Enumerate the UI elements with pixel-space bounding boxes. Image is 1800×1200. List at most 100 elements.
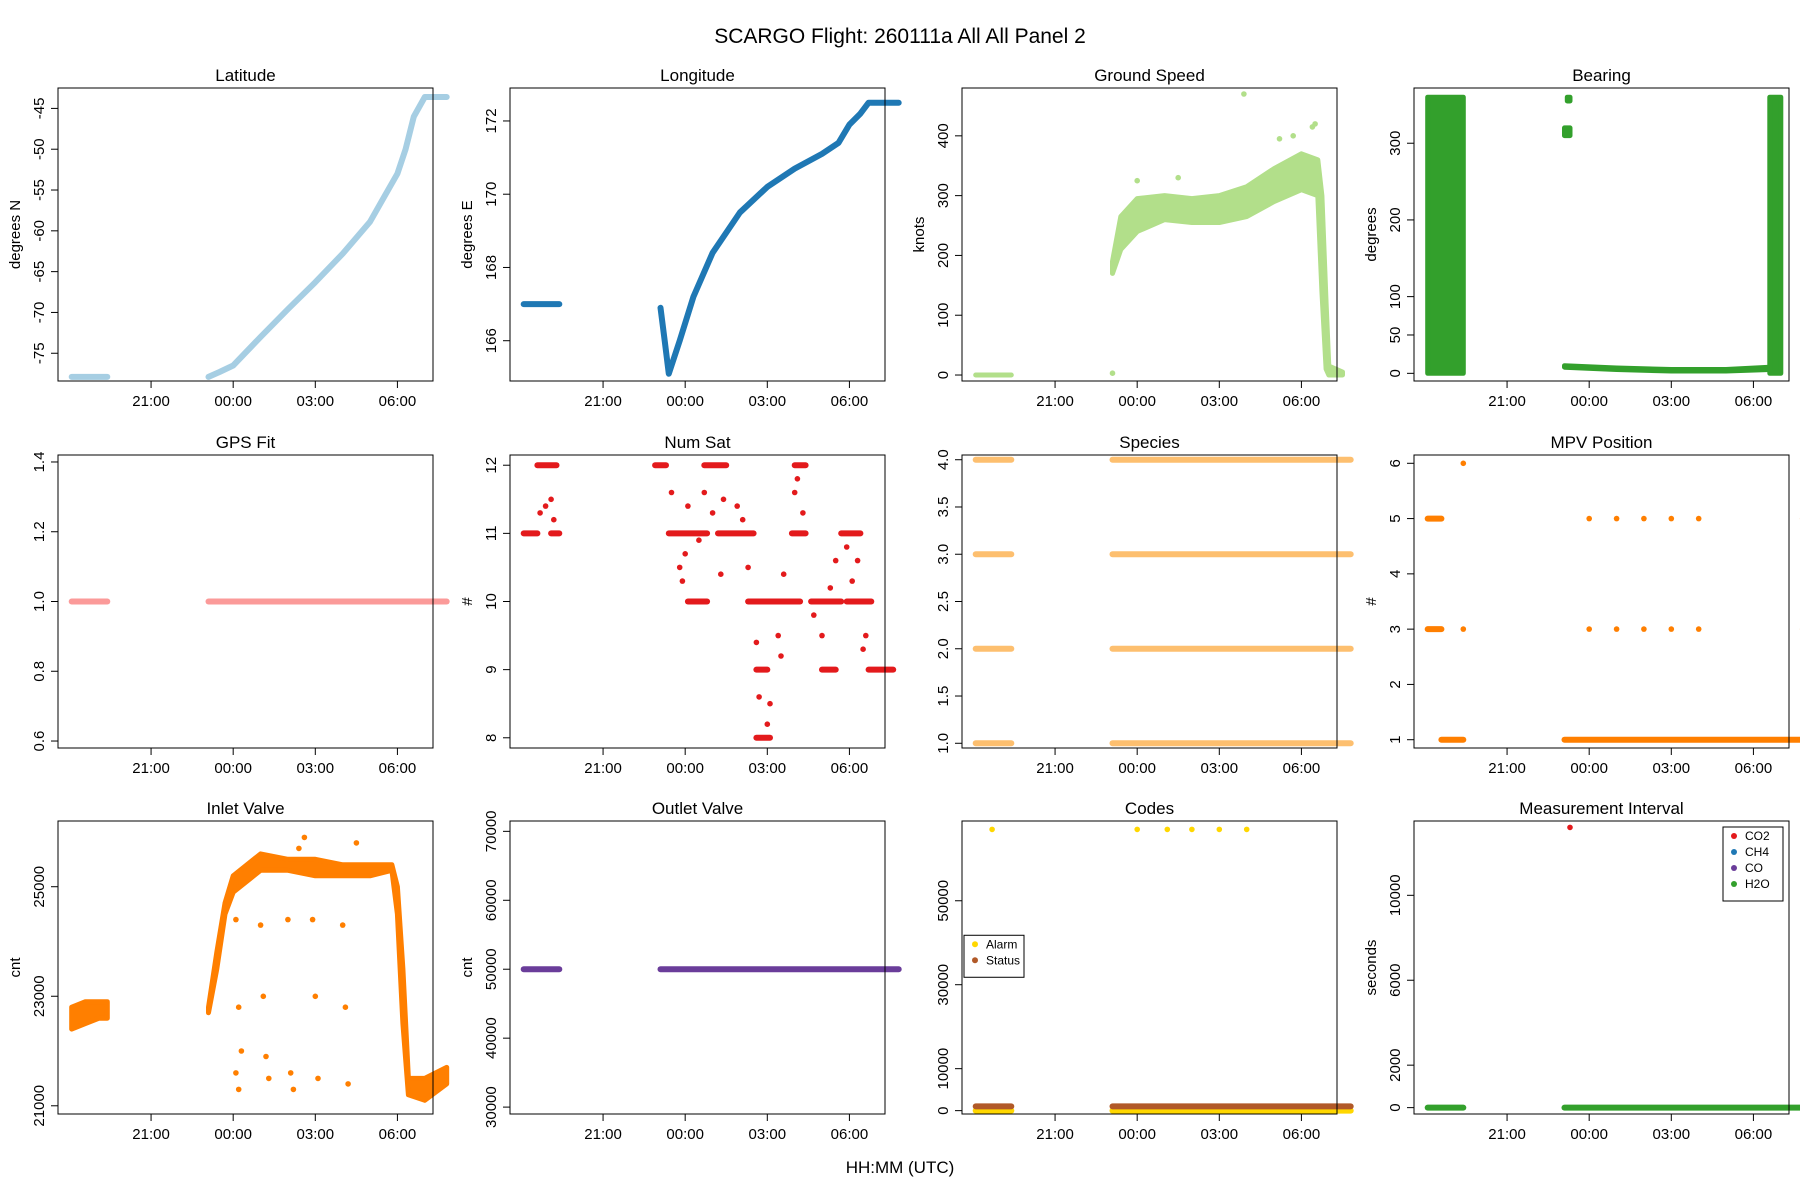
panel-title: MPV Position (1550, 433, 1652, 452)
y-tick-label: 2 (1387, 680, 1404, 688)
y-tick-label: 166 (483, 328, 500, 353)
y-tick-label: 0 (935, 371, 952, 379)
series-band-inlet-valve (69, 999, 110, 1032)
legend: Alarm Status (963, 934, 1025, 978)
data-point (551, 516, 557, 523)
x-tick-label: 06:00 (1735, 1126, 1773, 1143)
data-point (1460, 626, 1467, 632)
data-point (843, 544, 850, 550)
data-point (1586, 515, 1592, 522)
x-tick-label: 21:00 (132, 760, 170, 777)
legend-marker (1731, 865, 1737, 871)
y-tick-label: 60000 (483, 879, 500, 921)
data-point (780, 571, 787, 577)
data-layer (68, 94, 450, 380)
x-tick-label: 21:00 (584, 1126, 622, 1143)
legend-marker (1731, 849, 1737, 855)
panel-latitude: Latitude 21:00 00:00 03:00 06:00 -75 -70 -65 -60… (7, 66, 450, 410)
legend-entry: H2O (1745, 877, 1770, 891)
legend-entry: Status (986, 953, 1020, 967)
x-tick-label: 00:00 (666, 760, 704, 777)
series-band-bearing (1562, 363, 1773, 374)
data-layer (1424, 460, 1800, 743)
y-tick-label: 11 (483, 526, 500, 542)
x-tick-label: 06:00 (831, 760, 869, 777)
x-tick-label: 00:00 (1570, 393, 1608, 410)
y-axis-label: seconds (1363, 940, 1380, 996)
panel-title: Species (1119, 433, 1179, 452)
data-layer (972, 826, 1354, 1114)
data-point (800, 510, 806, 516)
data-point (775, 632, 781, 639)
legend-entry: Alarm (986, 937, 1017, 951)
data-point (309, 916, 316, 923)
data-point (989, 826, 995, 833)
data-point (257, 922, 264, 928)
y-axis-label: knots (911, 217, 928, 253)
x-tick-label: 00:00 (1570, 760, 1608, 777)
plot-frame (57, 87, 434, 382)
data-point (849, 578, 855, 584)
legend-marker (972, 941, 978, 948)
data-point (690, 598, 697, 605)
y-tick-label: 70000 (483, 810, 500, 852)
data-point (548, 496, 554, 503)
data-point (353, 840, 360, 846)
y-tick-label: -60 (31, 220, 48, 242)
y-tick-label: 30000 (483, 1086, 500, 1128)
data-layer (1425, 94, 1784, 376)
panel-title: Longitude (660, 66, 735, 85)
plot-frame (1413, 454, 1790, 749)
panel-title: Bearing (1572, 66, 1631, 85)
data-point (233, 916, 239, 923)
legend-marker (1731, 881, 1737, 887)
y-tick-label: 3.0 (935, 544, 952, 565)
data-point (720, 496, 727, 503)
y-tick-label: -50 (31, 138, 48, 160)
data-point (238, 1048, 245, 1054)
data-point (235, 1086, 242, 1093)
y-tick-label: 10000 (1387, 874, 1404, 916)
data-point (1668, 515, 1675, 522)
x-tick-label: 21:00 (1036, 393, 1074, 410)
x-tick-label: 21:00 (584, 393, 622, 410)
x-tick-label: 00:00 (214, 760, 252, 777)
x-tick-label: 00:00 (1118, 393, 1156, 410)
y-tick-label: 40000 (483, 1017, 500, 1059)
data-point (709, 510, 716, 516)
plot-frame (961, 87, 1338, 382)
y-tick-label: 10000 (935, 1048, 952, 1090)
x-tick-label: 06:00 (831, 1126, 869, 1143)
panel-outlet_valve: Outlet Valve 21:00 00:00 03:00 06:00 30000 400… (459, 799, 902, 1143)
panel-mpv_position: MPV Position 21:00 00:00 03:00 06:00 1 2 3 4 5 6 # (1363, 433, 1800, 777)
y-tick-label: 23000 (31, 975, 48, 1017)
y-tick-label: 1.5 (935, 686, 952, 707)
y-tick-label: 0 (1387, 1103, 1404, 1111)
plot-frame (509, 820, 886, 1115)
y-tick-label: -70 (31, 302, 48, 324)
y-tick-label: 0.8 (31, 661, 48, 682)
data-point (1241, 91, 1247, 97)
plot-frame (57, 820, 434, 1115)
x-tick-label: 21:00 (132, 1126, 170, 1143)
x-tick-label: 00:00 (214, 1126, 252, 1143)
y-tick-label: 200 (935, 243, 952, 268)
y-tick-label: 50000 (935, 880, 952, 922)
x-tick-label: 06:00 (1735, 760, 1773, 777)
y-tick-label: 1.2 (31, 521, 48, 542)
x-tick-label: 03:00 (297, 760, 335, 777)
legend: CO2 CH4 CO H2O (1722, 826, 1784, 902)
y-tick-label: 50 (1387, 327, 1404, 344)
y-tick-label: 21000 (31, 1085, 48, 1127)
x-tick-label: 00:00 (1570, 1126, 1608, 1143)
panel-title: Measurement Interval (1519, 799, 1683, 818)
y-tick-label: 3 (1387, 625, 1404, 633)
x-tick-label: 21:00 (132, 393, 170, 410)
data-point (285, 916, 291, 923)
y-tick-label: 172 (483, 108, 500, 133)
y-tick-label: 200 (1387, 207, 1404, 232)
x-tick-label: 21:00 (1488, 393, 1526, 410)
x-tick-label: 06:00 (831, 393, 869, 410)
data-point (235, 1004, 242, 1010)
panel-title: GPS Fit (216, 433, 276, 452)
